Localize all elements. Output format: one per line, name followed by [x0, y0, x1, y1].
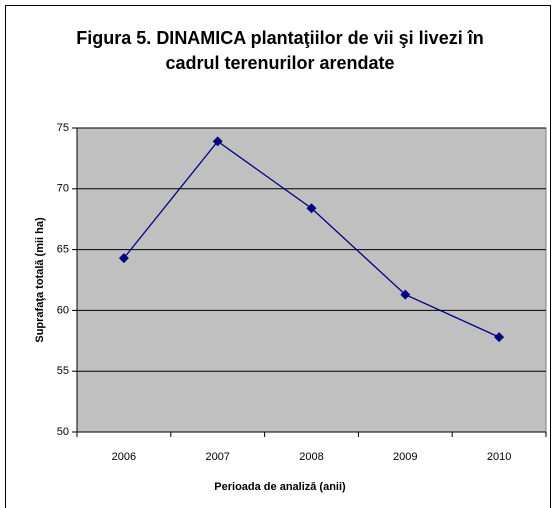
y-tick-label: 50: [57, 426, 69, 438]
y-tick-label: 65: [57, 244, 69, 256]
y-tick-label: 60: [57, 304, 69, 316]
plot: 50 55 60 65 70 75 2006 2007 2008 2009 2010: [57, 122, 547, 463]
data-point: [306, 203, 317, 214]
y-tick-label: 75: [57, 122, 69, 134]
x-tick-label: 2010: [487, 451, 511, 463]
data-point: [400, 289, 411, 300]
y-tick-label: 55: [57, 365, 69, 377]
chart-title: Figura 5. DINAMICA plantaţiilor de vii ş…: [76, 28, 484, 73]
y-axis-label: Suprafaţa totală (mii ha): [34, 217, 46, 343]
plot-area: [76, 127, 547, 433]
x-axis-label: Perioada de analiză (anii): [214, 481, 346, 493]
data-point: [494, 332, 505, 343]
x-tick-label: 2008: [299, 451, 323, 463]
x-tick-label: 2006: [112, 451, 136, 463]
x-tick-label: 2009: [393, 451, 417, 463]
y-tick-label: 70: [57, 183, 69, 195]
x-tick-label: 2007: [205, 451, 229, 463]
data-point: [118, 253, 129, 264]
data-point: [212, 136, 223, 147]
